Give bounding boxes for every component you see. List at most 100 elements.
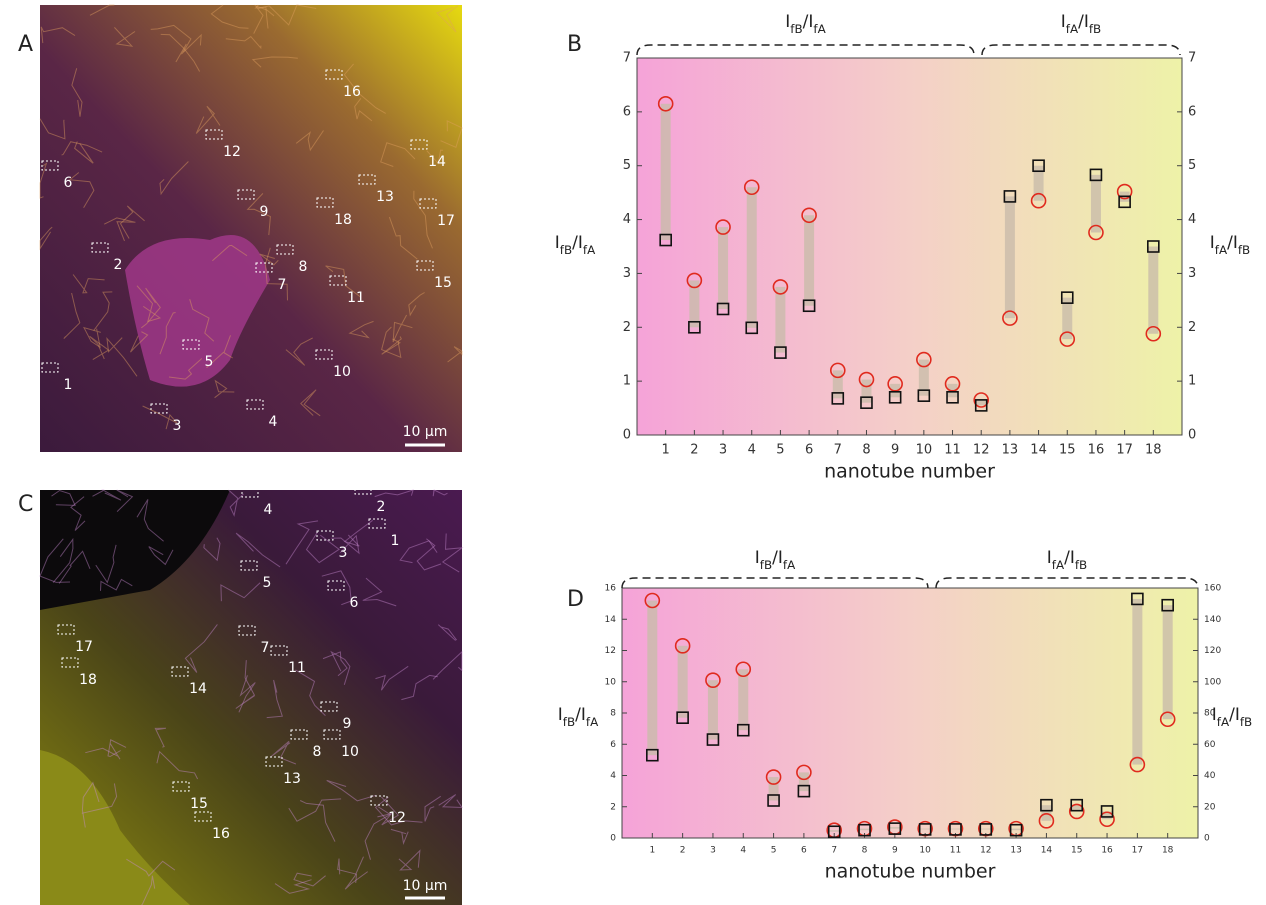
x-tick-label: 14 bbox=[1030, 443, 1047, 458]
label-part: fB bbox=[1089, 22, 1101, 36]
figure: 10 µm 10 µm A B C D 16121469131817827151… bbox=[0, 0, 1266, 905]
y-tick-label: 6 bbox=[623, 104, 631, 119]
y2-tick-label: 5 bbox=[1188, 158, 1196, 173]
y-tick-label: 5 bbox=[623, 158, 631, 173]
x-tick-label: 15 bbox=[1071, 846, 1082, 856]
range-bar bbox=[747, 187, 757, 328]
x-tick-label: 12 bbox=[980, 846, 991, 856]
range-bar bbox=[718, 227, 728, 309]
y2-tick-label: 6 bbox=[1188, 104, 1196, 119]
x-tick-label: 17 bbox=[1116, 443, 1133, 458]
label-part: /I bbox=[1227, 233, 1238, 253]
y-tick-label: 4 bbox=[623, 212, 631, 227]
label-part: fB bbox=[560, 243, 572, 257]
range-bar bbox=[1041, 805, 1051, 821]
range-bar bbox=[804, 215, 814, 305]
label-part: /I bbox=[1064, 548, 1075, 568]
axis-label: IfA/IfB bbox=[1047, 548, 1087, 572]
roi-label: 6 bbox=[350, 595, 359, 611]
y2-tick-label: 160 bbox=[1204, 584, 1221, 594]
scale-label: 10 µm bbox=[403, 878, 448, 894]
x-tick-label: 18 bbox=[1145, 443, 1162, 458]
bracket bbox=[622, 578, 928, 588]
x-tick-label: 5 bbox=[771, 846, 777, 856]
range-bar bbox=[829, 830, 839, 832]
label-part: /I bbox=[803, 12, 814, 32]
label-part: fB bbox=[563, 715, 575, 729]
x-tick-label: 6 bbox=[805, 443, 813, 458]
y-tick-label: 1 bbox=[623, 374, 631, 389]
x-tick-label: 10 bbox=[916, 443, 933, 458]
panel-letter: D bbox=[567, 587, 584, 612]
y2-tick-label: 1 bbox=[1188, 374, 1196, 389]
y-tick-label: 0 bbox=[610, 834, 616, 844]
bracket bbox=[637, 45, 974, 55]
range-bar bbox=[708, 680, 718, 739]
range-bar bbox=[860, 829, 870, 831]
roi-label: 3 bbox=[339, 545, 348, 561]
x-axis-title: nanotube number bbox=[825, 861, 996, 883]
roi-label: 8 bbox=[313, 744, 322, 760]
x-tick-label: 8 bbox=[862, 443, 870, 458]
label-part: /I bbox=[1078, 12, 1089, 32]
label-part: fA bbox=[1217, 715, 1230, 729]
range-bar bbox=[647, 601, 657, 756]
range-bar bbox=[950, 829, 960, 830]
x-tick-label: 1 bbox=[662, 443, 670, 458]
y-tick-label: 6 bbox=[610, 740, 616, 750]
x-tick-label: 17 bbox=[1132, 846, 1143, 856]
roi-label: 18 bbox=[79, 672, 97, 688]
x-tick-label: 11 bbox=[944, 443, 961, 458]
y-tick-label: 16 bbox=[605, 584, 617, 594]
axis-label: IfA/IfB bbox=[1061, 12, 1101, 36]
roi-label: 3 bbox=[173, 418, 182, 434]
x-tick-label: 13 bbox=[1010, 846, 1021, 856]
roi-label: 1 bbox=[64, 377, 73, 393]
y-tick-label: 8 bbox=[610, 709, 616, 719]
label-part: fA bbox=[783, 558, 796, 572]
roi-label: 17 bbox=[75, 639, 93, 655]
x-tick-label: 8 bbox=[862, 846, 868, 856]
range-bar bbox=[799, 772, 809, 791]
axis-label: IfB/IfA bbox=[755, 548, 796, 572]
label-part: /I bbox=[575, 705, 586, 725]
axis-label: IfB/IfA bbox=[558, 705, 599, 729]
roi-label: 13 bbox=[283, 771, 301, 787]
y-tick-label: 2 bbox=[623, 320, 631, 335]
x-tick-label: 18 bbox=[1162, 846, 1174, 856]
roi-label: 5 bbox=[205, 354, 214, 370]
label-part: fB bbox=[1075, 558, 1087, 572]
axis-label: IfB/IfA bbox=[785, 12, 826, 36]
roi-label: 4 bbox=[269, 414, 278, 430]
y-tick-label: 10 bbox=[605, 677, 617, 687]
y2-tick-label: 7 bbox=[1188, 51, 1196, 66]
range-bar bbox=[1148, 247, 1158, 334]
range-bar bbox=[769, 777, 779, 800]
range-bar bbox=[1132, 599, 1142, 765]
roi-label: 5 bbox=[263, 575, 272, 591]
roi-label: 7 bbox=[261, 640, 270, 656]
roi-label: 8 bbox=[299, 259, 308, 275]
y2-tick-label: 4 bbox=[1188, 212, 1196, 227]
x-tick-label: 7 bbox=[834, 443, 842, 458]
y2-tick-label: 20 bbox=[1204, 802, 1216, 812]
roi-label: 4 bbox=[264, 502, 273, 518]
y2-tick-label: 100 bbox=[1204, 677, 1221, 687]
roi-label: 6 bbox=[64, 175, 73, 191]
x-axis-title: nanotube number bbox=[824, 461, 995, 483]
x-tick-label: 3 bbox=[710, 846, 716, 856]
x-tick-label: 3 bbox=[719, 443, 727, 458]
y2-tick-label: 2 bbox=[1188, 320, 1196, 335]
x-tick-label: 12 bbox=[973, 443, 990, 458]
y-tick-label: 4 bbox=[610, 771, 616, 781]
roi-label: 12 bbox=[223, 144, 241, 160]
roi-label: 10 bbox=[341, 744, 359, 760]
label-part: fA bbox=[586, 715, 599, 729]
roi-label: 11 bbox=[347, 290, 365, 306]
y-tick-label: 0 bbox=[623, 428, 631, 443]
label-part: fA bbox=[1215, 243, 1228, 257]
roi-label: 1 bbox=[391, 533, 400, 549]
label-part: /I bbox=[1229, 705, 1240, 725]
label-part: fA bbox=[583, 243, 596, 257]
roi-label: 16 bbox=[343, 84, 361, 100]
